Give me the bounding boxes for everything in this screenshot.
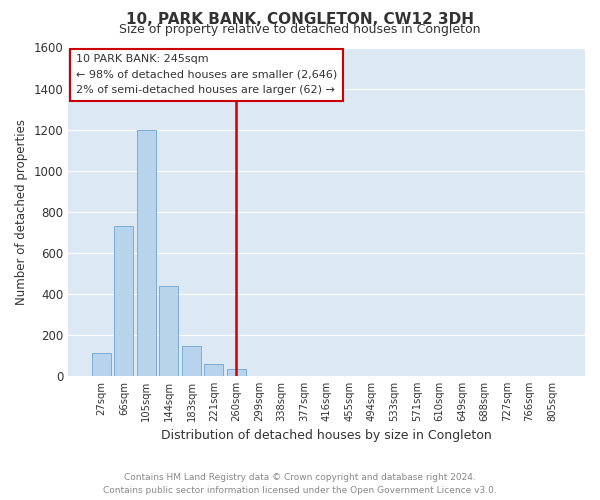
Y-axis label: Number of detached properties: Number of detached properties bbox=[15, 118, 28, 304]
Bar bbox=[137, 130, 156, 376]
Text: 10 PARK BANK: 245sqm
← 98% of detached houses are smaller (2,646)
2% of semi-det: 10 PARK BANK: 245sqm ← 98% of detached h… bbox=[76, 54, 337, 96]
Bar bbox=[182, 346, 201, 376]
Bar bbox=[159, 286, 178, 376]
Text: Size of property relative to detached houses in Congleton: Size of property relative to detached ho… bbox=[119, 22, 481, 36]
Text: Contains HM Land Registry data © Crown copyright and database right 2024.
Contai: Contains HM Land Registry data © Crown c… bbox=[103, 474, 497, 495]
Text: 10, PARK BANK, CONGLETON, CW12 3DH: 10, PARK BANK, CONGLETON, CW12 3DH bbox=[126, 12, 474, 28]
Bar bbox=[114, 226, 133, 376]
Bar bbox=[205, 364, 223, 376]
Bar bbox=[92, 354, 111, 376]
X-axis label: Distribution of detached houses by size in Congleton: Distribution of detached houses by size … bbox=[161, 430, 492, 442]
Bar bbox=[227, 368, 246, 376]
